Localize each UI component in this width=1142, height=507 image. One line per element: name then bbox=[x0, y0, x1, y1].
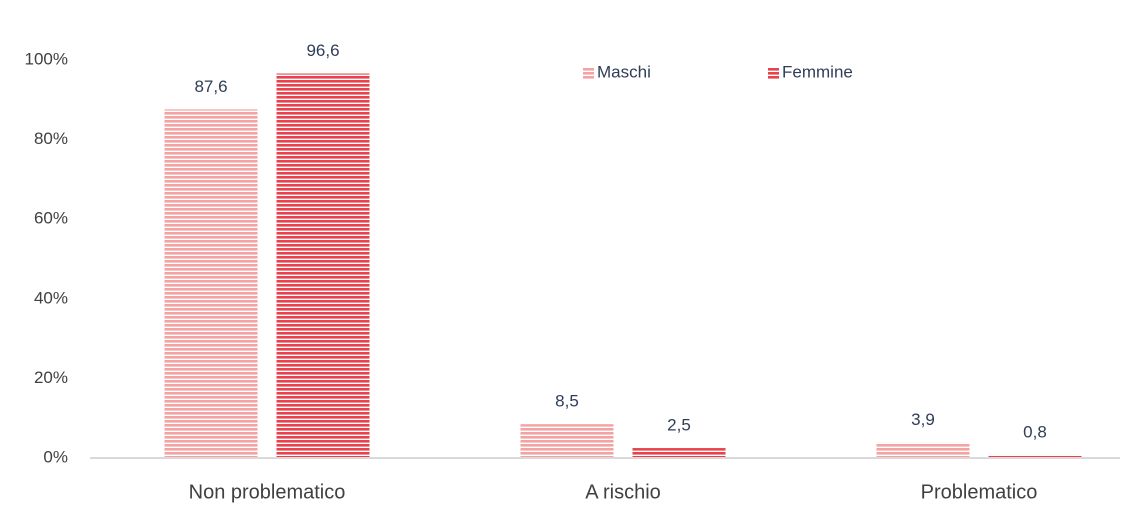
y-tick-label: 60% bbox=[34, 209, 68, 228]
value-label: 96,6 bbox=[306, 41, 339, 60]
bar bbox=[520, 424, 614, 458]
legend-swatch bbox=[583, 68, 594, 79]
y-tick-label: 0% bbox=[43, 447, 68, 466]
x-tick-label: A rischio bbox=[585, 481, 661, 503]
bar bbox=[632, 448, 726, 458]
y-tick-label: 20% bbox=[34, 368, 68, 387]
x-tick-label: Problematico bbox=[921, 481, 1038, 503]
value-label: 3,9 bbox=[911, 410, 935, 429]
y-tick-label: 100% bbox=[25, 49, 68, 68]
legend-label: Maschi bbox=[597, 62, 651, 81]
legend-label: Femmine bbox=[782, 62, 853, 81]
value-label: 8,5 bbox=[555, 392, 579, 411]
x-tick-label: Non problematico bbox=[189, 481, 346, 503]
bar bbox=[876, 442, 970, 458]
bar bbox=[276, 73, 370, 459]
bar bbox=[988, 454, 1082, 458]
bar bbox=[164, 109, 258, 459]
y-tick-label: 40% bbox=[34, 288, 68, 307]
value-label: 0,8 bbox=[1023, 422, 1047, 441]
y-tick-label: 80% bbox=[34, 129, 68, 148]
value-label: 87,6 bbox=[194, 77, 227, 96]
value-label: 2,5 bbox=[667, 416, 691, 435]
legend-swatch bbox=[768, 68, 779, 79]
